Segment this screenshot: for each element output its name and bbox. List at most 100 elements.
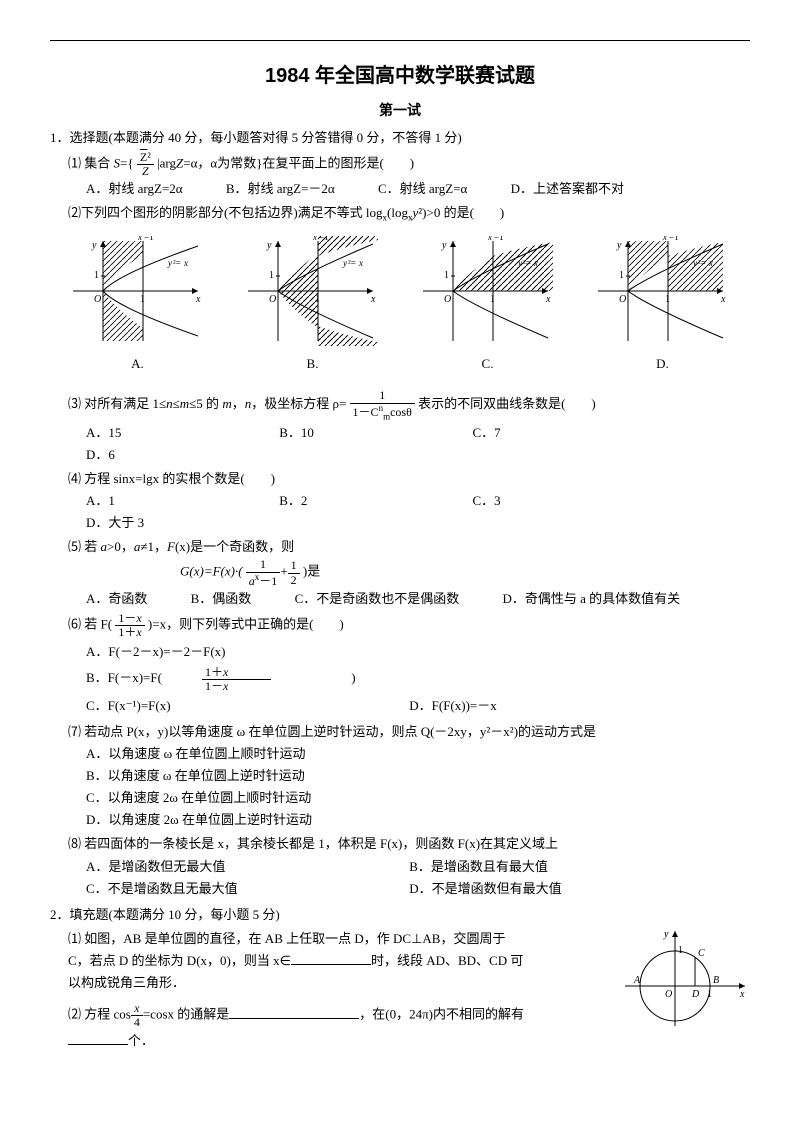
q1-B: B．射线 argZ=－2α — [226, 178, 335, 200]
svg-text:O: O — [665, 989, 672, 1000]
svg-text:x: x — [312, 236, 317, 242]
s2q2-c: ，在(0，24π)内不相同的解有 — [359, 1007, 524, 1022]
graph-B-label: B. — [243, 353, 383, 375]
q2-stem2: (log — [387, 205, 408, 220]
q4-options: A．1 B．2 C．3 D．大于 3 — [86, 490, 750, 534]
q6-A: A．F(－2－x)=－2－F(x) — [86, 639, 366, 665]
svg-text:O: O — [269, 294, 276, 305]
q1-stem-c: |arg — [157, 156, 176, 171]
svg-text:=1: =1 — [319, 236, 329, 242]
graph-A: x=1 y²=x 1 1 O x y A. — [68, 236, 208, 375]
svg-text:1: 1 — [619, 270, 624, 281]
graph-B: x=1 y²=x 1 1 O x y B. — [243, 236, 383, 375]
svg-text:x: x — [195, 294, 201, 305]
q8-options: A．是增函数但无最大值 B．是增函数且有最大值 C．不是增函数且无最大值 D．不… — [86, 856, 750, 900]
svg-text:x: x — [545, 294, 551, 305]
q1-stem-d: =α，α为常数}在复平面上的图形是( ) — [183, 156, 414, 171]
q6-B: B．F(－x)=F(1＋x1－x) — [86, 665, 396, 693]
svg-text:x: x — [662, 236, 667, 242]
s2q1-l2: C，若点 D 的坐标为 D(x，0)，则当 x∈ — [68, 953, 291, 968]
q3-b: ≤ — [173, 397, 180, 412]
q4-D: D．大于 3 — [86, 512, 236, 534]
q5: ⑸ 若 a>0，a≠1，F(x)是一个奇函数，则 — [68, 536, 750, 558]
q5-C: C．不是奇函数也不是偶函数 — [295, 588, 460, 610]
s2q2-a: ⑵ 方程 cos — [68, 1007, 131, 1022]
svg-text:1: 1 — [315, 294, 320, 305]
q1-A: A．射线 argZ=2α — [86, 178, 183, 200]
q8-B: B．是增函数且有最大值 — [409, 856, 548, 878]
graph-C: x=1 y²=x 1 1 O x y C. — [418, 236, 558, 375]
q6-options: A．F(－2－x)=－2－F(x) B．F(－x)=F(1＋x1－x) C．F(… — [86, 639, 750, 719]
blank-2 — [229, 1005, 359, 1019]
q1-options: A．射线 argZ=2α B．射线 argZ=－2α C．射线 argZ=α D… — [86, 178, 750, 200]
q8-D: D．不是增函数但有最大值 — [409, 878, 561, 900]
svg-text:x: x — [720, 294, 726, 305]
page-subtitle: 第一试 — [50, 99, 750, 123]
svg-text:=1: =1 — [669, 236, 679, 242]
svg-text:y: y — [517, 258, 522, 268]
q7-C: C．以角速度 2ω 在单位圆上顺时针运动 — [86, 787, 750, 809]
q7-options: A．以角速度 ω 在单位圆上顺时针运动 B．以角速度 ω 在单位圆上逆时针运动 … — [86, 743, 750, 831]
svg-text:C: C — [698, 948, 705, 959]
q5-a: ⑸ 若 — [68, 539, 101, 554]
svg-text:O: O — [94, 294, 101, 305]
section-1-heading: 1．选择题(本题满分 40 分，每小题答对得 5 分答错得 0 分，不答得 1 … — [50, 127, 750, 149]
q3-C: C．7 — [473, 422, 623, 444]
q7: ⑺ 若动点 P(x，y)以等角速度 ω 在单位圆上逆时针运动，则点 Q(－2xy… — [68, 721, 750, 743]
svg-text:=1: =1 — [494, 236, 504, 242]
q1-D: D．上述答案都不对 — [511, 178, 624, 200]
top-rule — [50, 40, 750, 41]
svg-text:A: A — [633, 975, 641, 986]
q2-graphs: x=1 y²=x 1 1 O x y A. — [50, 236, 750, 375]
svg-text:1: 1 — [269, 270, 274, 281]
q2-stem3: )>0 的是( ) — [422, 205, 504, 220]
s2q2-b: =cosx 的通解是 — [143, 1007, 229, 1022]
svg-text:²=: ²= — [698, 258, 706, 268]
q6-a: ⑹ 若 F( — [68, 617, 112, 632]
q3-a: ⑶ 对所有满足 1≤ — [68, 397, 166, 412]
svg-text:O: O — [444, 294, 451, 305]
svg-text:1: 1 — [444, 270, 449, 281]
q3-D: D．6 — [86, 444, 236, 466]
s2q1-l3: 时，线段 AD、BD、CD 可 — [371, 953, 523, 968]
svg-text:x: x — [183, 258, 188, 268]
graph-D: x=1 y²=x 1 1 O x y D. — [593, 236, 733, 375]
q7-B: B．以角速度 ω 在单位圆上逆时针运动 — [86, 765, 750, 787]
q3-options: A．15 B．10 C．7 D．6 — [86, 422, 750, 466]
q6: ⑹ 若 F( 1－x1＋x )=x，则下列等式中正确的是( ) — [68, 612, 750, 639]
q4: ⑷ 方程 sinx=lgx 的实根个数是( ) — [68, 468, 750, 490]
svg-text:1: 1 — [140, 294, 145, 305]
q6-D: D．F(F(x))=－x — [409, 693, 497, 719]
svg-text:1: 1 — [665, 294, 670, 305]
blank-3 — [68, 1031, 128, 1045]
q8-C: C．不是增函数且无最大值 — [86, 878, 366, 900]
graph-D-label: D. — [593, 353, 733, 375]
q6-C: C．F(x⁻¹)=F(x) — [86, 693, 366, 719]
q1-stem-b: ={ — [120, 156, 134, 171]
q5-l2b: )是 — [303, 564, 320, 579]
q4-C: C．3 — [473, 490, 623, 512]
svg-text:y: y — [692, 258, 697, 268]
q5-B: B．偶函数 — [191, 588, 252, 610]
graph-A-label: A. — [68, 353, 208, 375]
q5-b: >0， — [107, 539, 134, 554]
svg-text:x: x — [533, 258, 538, 268]
svg-text:y: y — [663, 929, 669, 940]
q1-stem-a: ⑴ 集合 — [68, 156, 114, 171]
s2q1-l1: ⑴ 如图，AB 是单位圆的直径，在 AB 上任取一点 D，作 DC⊥AB，交圆周… — [68, 931, 505, 946]
svg-text:y: y — [441, 240, 447, 251]
circle-figure: A B C D O 1 1 x y — [620, 926, 750, 1043]
section-2-heading: 2．填充题(本题满分 10 分，每小题 5 分) — [50, 904, 750, 926]
page-title: 1984 年全国高中数学联赛试题 — [50, 59, 750, 93]
s2q2-d: 个． — [128, 1033, 154, 1048]
q8: ⑻ 若四面体的一条棱长是 x，其余棱长都是 1，体积是 F(x)，则函数 F(x… — [68, 833, 750, 855]
q5-d: (x)是一个奇函数，则 — [175, 539, 294, 554]
q3-B: B．10 — [279, 422, 429, 444]
svg-text:²=: ²= — [173, 258, 181, 268]
svg-text:y: y — [91, 240, 97, 251]
q6-b: )=x，则下列等式中正确的是( ) — [148, 617, 344, 632]
svg-text:x: x — [358, 258, 363, 268]
q8-A: A．是增函数但无最大值 — [86, 856, 366, 878]
q3: ⑶ 对所有满足 1≤n≤m≤5 的 m，n，极坐标方程 ρ= 11－Cnmcos… — [68, 389, 750, 421]
q2: ⑵下列四个图形的阴影部分(不包括边界)满足不等式 logx(logxy²)>0 … — [68, 202, 750, 226]
